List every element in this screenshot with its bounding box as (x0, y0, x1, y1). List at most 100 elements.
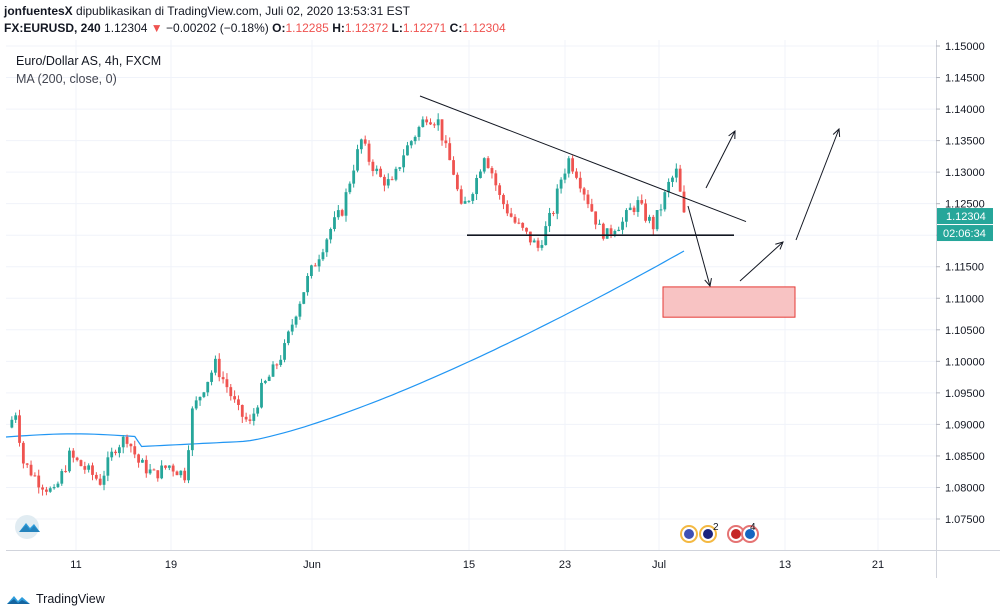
candle-body (644, 203, 647, 221)
candle-body (448, 143, 452, 161)
candle-body (41, 487, 44, 490)
candle-body (91, 465, 94, 475)
candle-body (548, 212, 551, 227)
candle-body (302, 292, 306, 304)
candle-body (552, 212, 555, 214)
candle-body (25, 463, 29, 465)
candle-body (632, 207, 636, 212)
countdown-tag (937, 225, 993, 242)
candle-body (467, 200, 471, 202)
candle-body (175, 471, 179, 476)
axes: 1.15000 1.14500 1.14000 1.13500 1.13000 1.125… (6, 40, 1000, 578)
candle-body (386, 179, 390, 186)
footer: TradingView (6, 589, 105, 609)
candle-body (37, 475, 41, 488)
price-tick-label: 1.09000 (945, 419, 985, 431)
candle-body (102, 475, 106, 485)
candle-body (279, 359, 283, 365)
close-value: 1.12304 (462, 21, 506, 35)
candle-body (379, 168, 382, 177)
footer-brand[interactable]: TradingView (36, 592, 105, 606)
candle-body (137, 454, 140, 463)
candle-body (114, 451, 117, 454)
candle-body (29, 464, 33, 476)
candle-body (190, 408, 194, 451)
candle-body (621, 221, 624, 230)
open-label: O: (272, 21, 286, 35)
legend-ma[interactable]: MA (200, close, 0) (16, 72, 117, 86)
candle-body (317, 259, 321, 267)
candle-body (325, 239, 329, 253)
candle-body (283, 343, 286, 360)
price-tick-label: 1.15000 (945, 41, 985, 53)
candle-body (555, 188, 559, 214)
candle-body (244, 416, 248, 420)
candle-body (298, 303, 302, 317)
candle-body (352, 170, 356, 184)
candle-body (479, 171, 482, 178)
drawings[interactable] (419, 95, 841, 318)
candle-body (682, 191, 686, 213)
candle-body (14, 415, 18, 420)
candle-body (436, 119, 440, 126)
candle-body (263, 380, 267, 383)
candle-body (575, 171, 578, 178)
candle-body (571, 158, 575, 172)
candle-body (490, 168, 494, 174)
candle-body (455, 174, 459, 190)
candle-body (87, 465, 91, 470)
quote-line: FX:EURUSD, 240 1.12304 ▼ −0.00202 (−0.18… (4, 20, 506, 37)
candle-body (413, 136, 417, 142)
candle-body (648, 216, 651, 221)
price-tick-label: 1.13500 (945, 136, 985, 148)
candle-body (601, 223, 605, 239)
author-name[interactable]: jonfuentesX (4, 4, 73, 18)
candle-body (333, 217, 336, 230)
time-tick-label: 11 (70, 559, 81, 571)
candle-body (336, 210, 340, 218)
arrow-down (687, 205, 711, 287)
candle-body (536, 240, 540, 248)
candle-body (79, 460, 83, 467)
time-tick-label: Jul (652, 559, 666, 571)
arrow-up-mid (739, 241, 784, 282)
candle-body (94, 474, 98, 479)
candle-body (18, 415, 21, 443)
candle-body (106, 457, 110, 476)
candle-body (98, 478, 102, 485)
event-count-b: 4 (750, 522, 756, 533)
candle-body (152, 469, 156, 471)
candle-body (678, 168, 682, 192)
arrow-up-long-head (832, 127, 841, 138)
arrow-up-mid-head (775, 241, 784, 250)
price-tick-label: 1.10000 (945, 356, 985, 368)
time-tick-label: 13 (779, 559, 791, 571)
candle-body (432, 124, 436, 126)
candle-body (655, 210, 659, 230)
time-tick-label: 23 (559, 559, 571, 571)
candle-body (613, 231, 617, 235)
candle-body (233, 396, 237, 400)
event-flag-inner-icon (745, 529, 755, 539)
price-tick-label: 1.11000 (945, 293, 984, 305)
price-tick-label: 1.11500 (945, 262, 984, 274)
candle-body (313, 265, 317, 267)
candle-body (267, 376, 271, 381)
arrow-up-long (795, 128, 840, 241)
candle-body (240, 404, 244, 417)
candle-body (329, 229, 333, 240)
candle-body (71, 450, 75, 458)
time-tick-label: Jun (303, 559, 321, 571)
legend-title: Euro/Dollar AS, 4h, FXCM (16, 54, 162, 68)
candle-body (486, 158, 490, 169)
candle-body (290, 324, 294, 332)
candle-body (406, 145, 409, 156)
price-tick-label: 1.14000 (945, 104, 985, 116)
candle-body (237, 399, 240, 405)
price-tick-label: 1.07500 (945, 514, 985, 526)
candle-body (348, 183, 352, 193)
candle-body (590, 204, 594, 212)
countdown-tag-label: 02:06:34 (943, 228, 986, 240)
